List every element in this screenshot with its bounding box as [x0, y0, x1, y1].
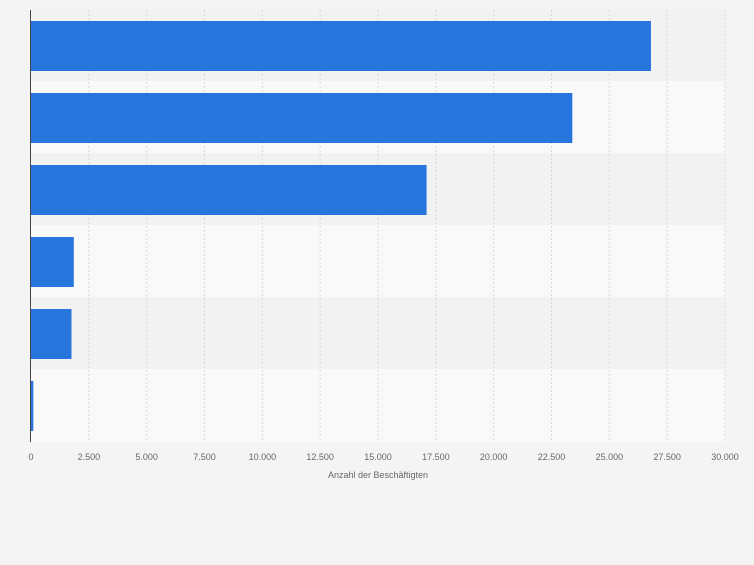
- bar: [31, 381, 34, 431]
- bar: [31, 165, 427, 215]
- x-tick-label: 10.000: [249, 452, 277, 462]
- x-tick-label: 20.000: [480, 452, 508, 462]
- bar: [31, 237, 74, 287]
- bar: [31, 309, 72, 359]
- x-tick-label: 5.000: [135, 452, 158, 462]
- x-tick-label: 15.000: [364, 452, 392, 462]
- x-tick-label: 17.500: [422, 452, 450, 462]
- row-band: [31, 369, 725, 442]
- gridlines: [88, 10, 726, 442]
- x-tick-label: 22.500: [538, 452, 566, 462]
- x-tick-label: 2.500: [78, 452, 101, 462]
- x-tick-label: 12.500: [306, 452, 334, 462]
- bar: [31, 21, 651, 71]
- x-tick-label: 0: [28, 452, 33, 462]
- x-tick-label: 30.000: [711, 452, 739, 462]
- x-tick-label: 7.500: [193, 452, 216, 462]
- bars: [31, 21, 651, 431]
- x-tick-labels: 0 2.500 5.000 7.500 10.000 12.500 15.000 17.500…: [28, 452, 738, 462]
- x-axis-label: Anzahl der Beschäftigten: [328, 470, 428, 480]
- x-tick-label: 27.500: [653, 452, 681, 462]
- row-band: [31, 225, 725, 298]
- row-band: [31, 297, 725, 370]
- row-bands: [31, 9, 725, 442]
- bar: [31, 93, 573, 143]
- x-tick-label: 25.000: [596, 452, 624, 462]
